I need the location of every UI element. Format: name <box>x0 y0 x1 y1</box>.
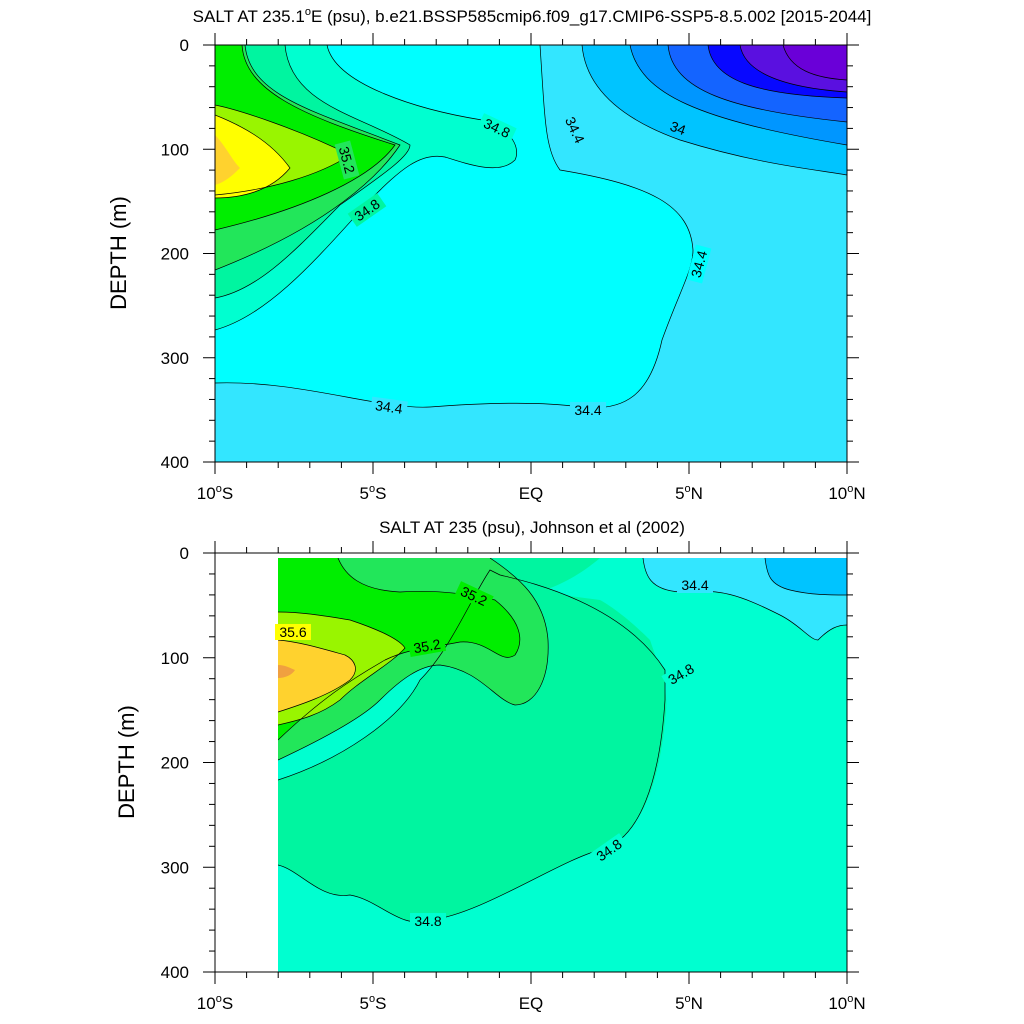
x-tick-label: 5oS <box>360 993 387 1013</box>
panel1-contour-fill <box>215 45 847 462</box>
panel1-x-tick-labels: 10oS 5oS EQ 5oN 10oN <box>197 483 866 503</box>
band-gt-35-8 <box>278 665 295 678</box>
y-tick-label: 200 <box>161 754 189 773</box>
panel2-x-tick-labels: 10oS 5oS EQ 5oN 10oN <box>197 993 866 1013</box>
contour-label: 35.6 <box>279 624 306 640</box>
panel2-title: SALT AT 235 (psu), Johnson et al (2002) <box>379 518 685 537</box>
y-tick-label: 200 <box>161 245 189 264</box>
x-tick-label: 5oS <box>360 483 387 503</box>
x-tick-label: 10oN <box>828 483 865 503</box>
band-34-8-lower <box>278 570 665 923</box>
contour-label: 34 <box>668 118 688 138</box>
contour-label: 34.4 <box>688 249 711 280</box>
y-tick-label: 0 <box>180 36 189 55</box>
contour-label: 34.4 <box>681 577 708 593</box>
panel2-contour-fill <box>278 558 847 972</box>
x-tick-label: EQ <box>519 994 544 1013</box>
contour-label: 34.8 <box>414 913 441 929</box>
y-tick-label: 100 <box>161 140 189 159</box>
panel1-title-prefix: SALT AT 235.1 <box>193 7 305 26</box>
panel2-contour-labels: 35.6 35.2 35.2 34.4 34.8 34.8 34.8 <box>275 577 713 929</box>
panel1-title-degree: o <box>305 6 311 18</box>
x-tick-label: 10oS <box>197 483 233 503</box>
contour-label: 35.2 <box>336 145 359 176</box>
panel-johnson-salt: SALT AT 235 (psu), Johnson et al (2002) <box>114 518 866 1013</box>
band-35-6-35-8 <box>215 115 290 198</box>
band-34-2-34-4 <box>765 558 847 595</box>
x-tick-label: 10oS <box>197 993 233 1013</box>
panel2-ylabel: DEPTH (m) <box>114 705 139 819</box>
band-deep-34-2-34-4 <box>215 45 847 462</box>
panel2-ticks <box>203 541 859 984</box>
y-tick-label: 300 <box>161 858 189 877</box>
x-tick-label: 5oN <box>675 483 703 503</box>
band-35-6-35-8 <box>278 640 356 712</box>
band-gt-35-8 <box>215 135 240 185</box>
panel1-ylabel: DEPTH (m) <box>106 196 131 310</box>
panel1-ticks <box>203 33 859 474</box>
x-tick-label: 5oN <box>675 993 703 1013</box>
contour-label: 35.2 <box>412 636 442 657</box>
y-tick-label: 300 <box>161 349 189 368</box>
panel2-y-tick-labels: 0 100 200 300 400 <box>161 544 189 982</box>
contour-label: 34.4 <box>574 402 601 418</box>
y-tick-label: 400 <box>161 453 189 472</box>
band-lt-33-2 <box>783 45 847 80</box>
x-tick-label: EQ <box>519 484 544 503</box>
panel1-title-suffix: E (psu), b.e21.BSSP585cmip6.f09_g17.CMIP… <box>311 7 871 26</box>
panel1-title: SALT AT 235.1oE (psu), b.e21.BSSP585cmip… <box>193 6 872 26</box>
panel2-title-text: SALT AT 235 (psu), Johnson et al (2002) <box>379 518 685 537</box>
y-tick-label: 0 <box>180 544 189 563</box>
contour-label: 34.4 <box>374 397 403 417</box>
panel-model-salt: SALT AT 235.1oE (psu), b.e21.BSSP585cmip… <box>106 6 871 503</box>
y-tick-label: 100 <box>161 649 189 668</box>
x-tick-label: 10oN <box>828 993 865 1013</box>
panel2-contour-lines <box>278 558 847 923</box>
panel1-y-tick-labels: 0 100 200 300 400 <box>161 36 189 472</box>
y-tick-label: 400 <box>161 963 189 982</box>
